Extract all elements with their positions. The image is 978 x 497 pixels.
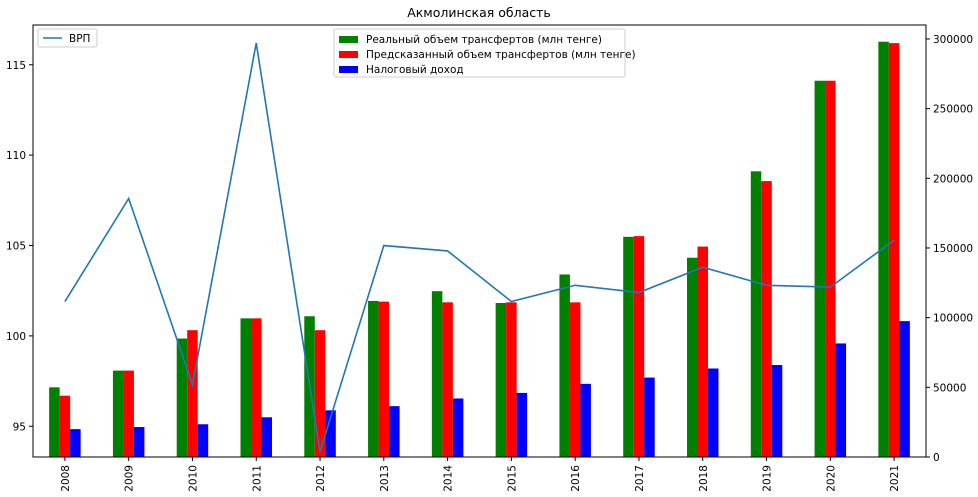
right-axis: 0 50000 100000 150000 200000 250000 300000 — [926, 34, 973, 464]
bar-2-2019 — [761, 181, 772, 457]
legend-label: Реальный объем трансфертов (млн тенге) — [366, 34, 602, 46]
bar-2-2017 — [633, 236, 645, 457]
legend-swatch — [339, 51, 358, 58]
bar-1-2017 — [623, 236, 634, 457]
bar-2-2020 — [825, 80, 836, 458]
bar-1-2013 — [368, 300, 379, 457]
left-tick-label: 115 — [6, 60, 26, 72]
bar-1-2016 — [559, 274, 570, 457]
bar-2-2009 — [123, 370, 134, 457]
bar-2-2021 — [888, 43, 900, 458]
bar-1-2020 — [814, 80, 826, 458]
left-axis: 95 100 105 110 115 — [6, 60, 33, 433]
bar-1-2021 — [878, 41, 889, 457]
bar-3-2021 — [899, 321, 910, 457]
legend-label: Предсказанный объем трансфертов (млн тен… — [366, 49, 636, 61]
x-tick-label: 2015 — [506, 465, 518, 492]
bar-3-2020 — [835, 343, 847, 457]
x-tick-label: 2020 — [825, 465, 837, 492]
bar-3-2016 — [580, 383, 591, 457]
plot-area — [49, 41, 910, 458]
x-tick-label: 2010 — [187, 465, 199, 492]
right-tick-label: 300000 — [933, 34, 973, 46]
right-tick-label: 200000 — [933, 173, 973, 185]
bar-3-2008 — [70, 429, 81, 457]
bar-3-2012 — [325, 410, 336, 457]
bar-3-2013 — [389, 406, 400, 457]
x-tick-label: 2011 — [251, 465, 263, 492]
bar-2-2016 — [569, 302, 581, 457]
bar-1-2008 — [49, 387, 60, 457]
x-tick-label: 2018 — [698, 465, 710, 492]
right-tick-label: 250000 — [933, 104, 973, 116]
x-tick-label: 2013 — [379, 465, 391, 492]
x-tick-label: 2009 — [124, 465, 136, 492]
bar-2-2015 — [506, 302, 517, 457]
bar-3-2015 — [516, 392, 528, 457]
left-tick-label: 105 — [6, 241, 26, 253]
x-tick-label: 2021 — [889, 465, 901, 492]
bar-1-2019 — [750, 171, 762, 457]
legend-label: Налоговый доход — [366, 64, 464, 76]
right-tick-label: 100000 — [933, 313, 973, 325]
bar-3-2014 — [452, 398, 464, 457]
bar-3-2009 — [133, 427, 145, 457]
line-series-1 — [64, 42, 895, 452]
bar-1-2010 — [176, 338, 188, 457]
x-axis: 2008 2009 2010 2011 2012 2013 2014 2015 2016 2017… — [60, 457, 901, 492]
x-tick-label: 2014 — [443, 465, 455, 492]
right-tick-label: 50000 — [933, 382, 966, 394]
bar-1-2014 — [431, 291, 443, 457]
bar-2-2018 — [697, 246, 708, 457]
legend-swatch — [339, 66, 358, 73]
x-tick-label: 2019 — [762, 465, 774, 492]
x-tick-label: 2016 — [570, 465, 582, 492]
right-tick-label: 150000 — [933, 243, 973, 255]
bar-2-2013 — [378, 301, 390, 457]
plot-frame — [32, 24, 927, 458]
bar-3-2017 — [644, 377, 655, 457]
left-tick-label: 110 — [6, 150, 26, 162]
bar-2-2011 — [251, 318, 262, 457]
bar-3-2019 — [771, 365, 783, 457]
bar-2-2010 — [187, 330, 198, 457]
legend-swatch — [339, 36, 358, 43]
line-legend: ВРП — [37, 28, 98, 48]
x-tick-label: 2012 — [315, 465, 327, 492]
legend-label: ВРП — [69, 33, 90, 45]
right-tick-label: 0 — [933, 452, 940, 464]
x-tick-label: 2008 — [60, 465, 72, 492]
left-tick-label: 100 — [6, 331, 26, 343]
bar-3-2018 — [708, 368, 719, 457]
bar-2-2012 — [314, 330, 326, 457]
x-tick-label: 2017 — [634, 465, 646, 492]
bar-3-2011 — [261, 417, 272, 457]
bar-legend: Реальный объем трансфертов (млн тенге) Пр… — [333, 28, 636, 78]
bar-1-2015 — [495, 303, 507, 457]
left-tick-label: 95 — [13, 421, 26, 433]
bar-1-2011 — [240, 318, 251, 457]
bar-1-2009 — [112, 370, 124, 457]
bar-legend-box — [333, 28, 626, 78]
bar-2-2008 — [59, 395, 71, 457]
bar-2-2014 — [442, 302, 453, 457]
bar-1-2018 — [687, 257, 698, 457]
chart-title: Акмолинская область — [407, 5, 551, 20]
line-legend-box — [37, 28, 98, 48]
bar-3-2010 — [197, 424, 209, 457]
